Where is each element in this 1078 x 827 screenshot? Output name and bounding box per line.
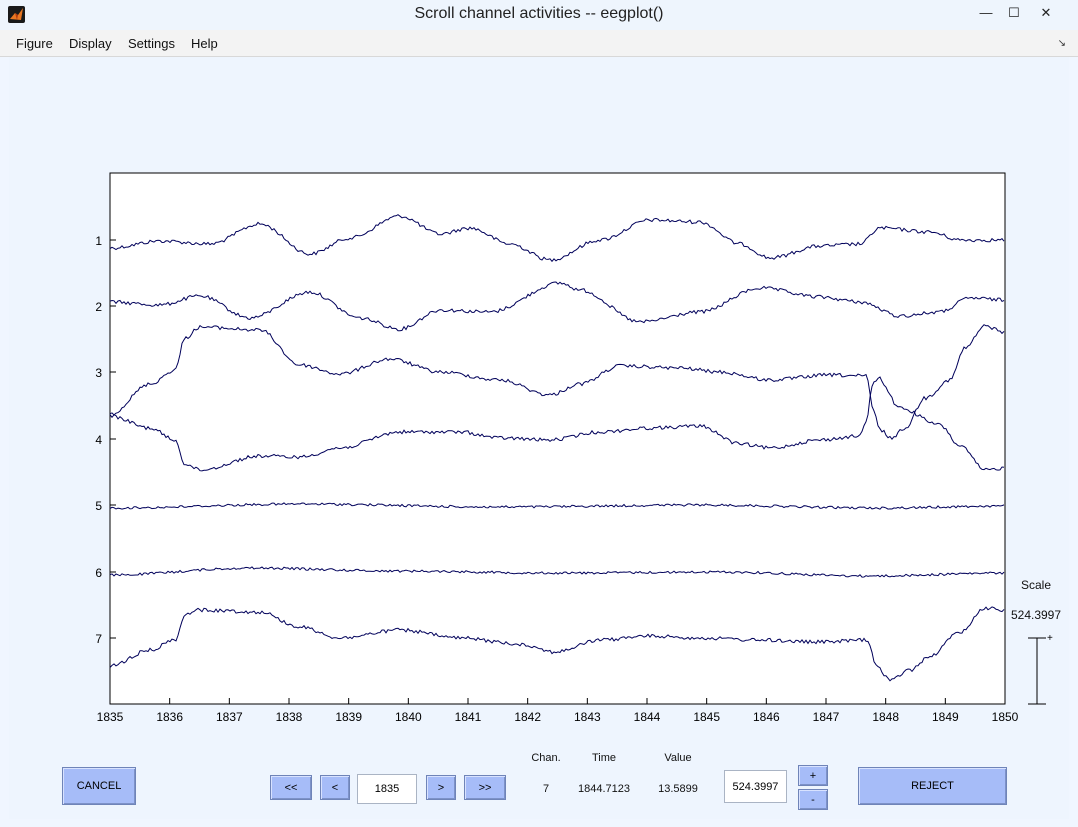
svg-text:+: + — [1047, 633, 1053, 644]
channel-tick-label: 6 — [95, 566, 102, 580]
time-tick-label: 1845 — [693, 710, 720, 724]
close-button[interactable]: ✕ — [1040, 5, 1052, 20]
reject-button[interactable]: REJECT — [858, 767, 1007, 805]
eeg-channel-trace — [109, 376, 1005, 472]
menu-display[interactable]: Display — [69, 36, 112, 51]
minimize-button[interactable]: — — [979, 5, 993, 20]
time-tick-label: 1838 — [276, 710, 303, 724]
menu-bar: Figure Display Settings Help ↘ — [0, 30, 1078, 57]
scale-value: 524.3997 — [1010, 608, 1062, 622]
time-tick-label: 1841 — [455, 710, 482, 724]
time-tick-label: 1844 — [634, 710, 661, 724]
scale-bar: + — [1028, 633, 1053, 705]
menu-figure[interactable]: Figure — [16, 36, 53, 51]
scroll-last-button[interactable]: >> — [464, 775, 506, 800]
time-tick-label: 1839 — [335, 710, 362, 724]
menu-settings[interactable]: Settings — [128, 36, 175, 51]
maximize-button[interactable]: ☐ — [1008, 5, 1020, 20]
time-tick-label: 1846 — [753, 710, 780, 724]
position-field[interactable]: 1835 — [357, 774, 417, 804]
channel-tick-label: 7 — [95, 632, 102, 646]
time-tick-label: 1836 — [156, 710, 183, 724]
chan-value: 7 — [542, 783, 550, 795]
scale-field[interactable]: 524.3997 — [724, 770, 787, 803]
eeg-channel-trace — [109, 324, 1005, 441]
channel-axis: 1 2 3 4 5 6 7 — [95, 234, 116, 646]
dock-arrow-icon[interactable]: ↘ — [1057, 38, 1066, 49]
channel-tick-label: 2 — [95, 300, 102, 314]
time-axis: 1835 1836 1837 1838 1839 1840 1841 1842 1843 1844… — [97, 698, 1019, 724]
eeg-traces — [109, 214, 1005, 682]
menu-help[interactable]: Help — [191, 36, 218, 51]
eeg-channel-trace — [109, 214, 1005, 263]
eeg-channel-trace — [109, 566, 1005, 578]
scroll-next-button[interactable]: > — [426, 775, 456, 800]
eeg-channel-trace — [109, 502, 1005, 510]
cancel-button[interactable]: CANCEL — [62, 767, 136, 805]
time-tick-label: 1847 — [813, 710, 840, 724]
window-title: Scroll channel activities -- eegplot() — [414, 5, 664, 22]
value-value: 13.5899 — [658, 783, 698, 795]
channel-tick-label: 5 — [95, 499, 102, 513]
scale-label: Scale — [1020, 578, 1052, 592]
scale-decrease-button[interactable]: - — [798, 789, 828, 810]
chan-label: Chan. — [531, 752, 561, 764]
time-label: Time — [591, 752, 617, 764]
time-tick-label: 1849 — [932, 710, 959, 724]
title-bar: Scroll channel activities -- eegplot() —… — [0, 0, 1078, 31]
eeg-channel-trace — [109, 606, 1005, 682]
time-tick-label: 1842 — [514, 710, 541, 724]
scale-increase-button[interactable]: + — [798, 765, 828, 786]
value-label: Value — [664, 752, 692, 764]
scroll-prev-button[interactable]: < — [320, 775, 350, 800]
time-value: 1844.7123 — [578, 783, 630, 795]
channel-tick-label: 3 — [95, 366, 102, 380]
channel-tick-label: 4 — [95, 433, 102, 447]
eeg-channel-trace — [109, 281, 1005, 332]
matlab-logo-icon — [8, 6, 25, 23]
time-tick-label: 1840 — [395, 710, 422, 724]
time-tick-label: 1843 — [574, 710, 601, 724]
time-tick-label: 1850 — [992, 710, 1019, 724]
time-tick-label: 1837 — [216, 710, 243, 724]
time-tick-label: 1848 — [872, 710, 899, 724]
time-tick-label: 1835 — [97, 710, 124, 724]
channel-tick-label: 1 — [95, 234, 102, 248]
scroll-first-button[interactable]: << — [270, 775, 312, 800]
